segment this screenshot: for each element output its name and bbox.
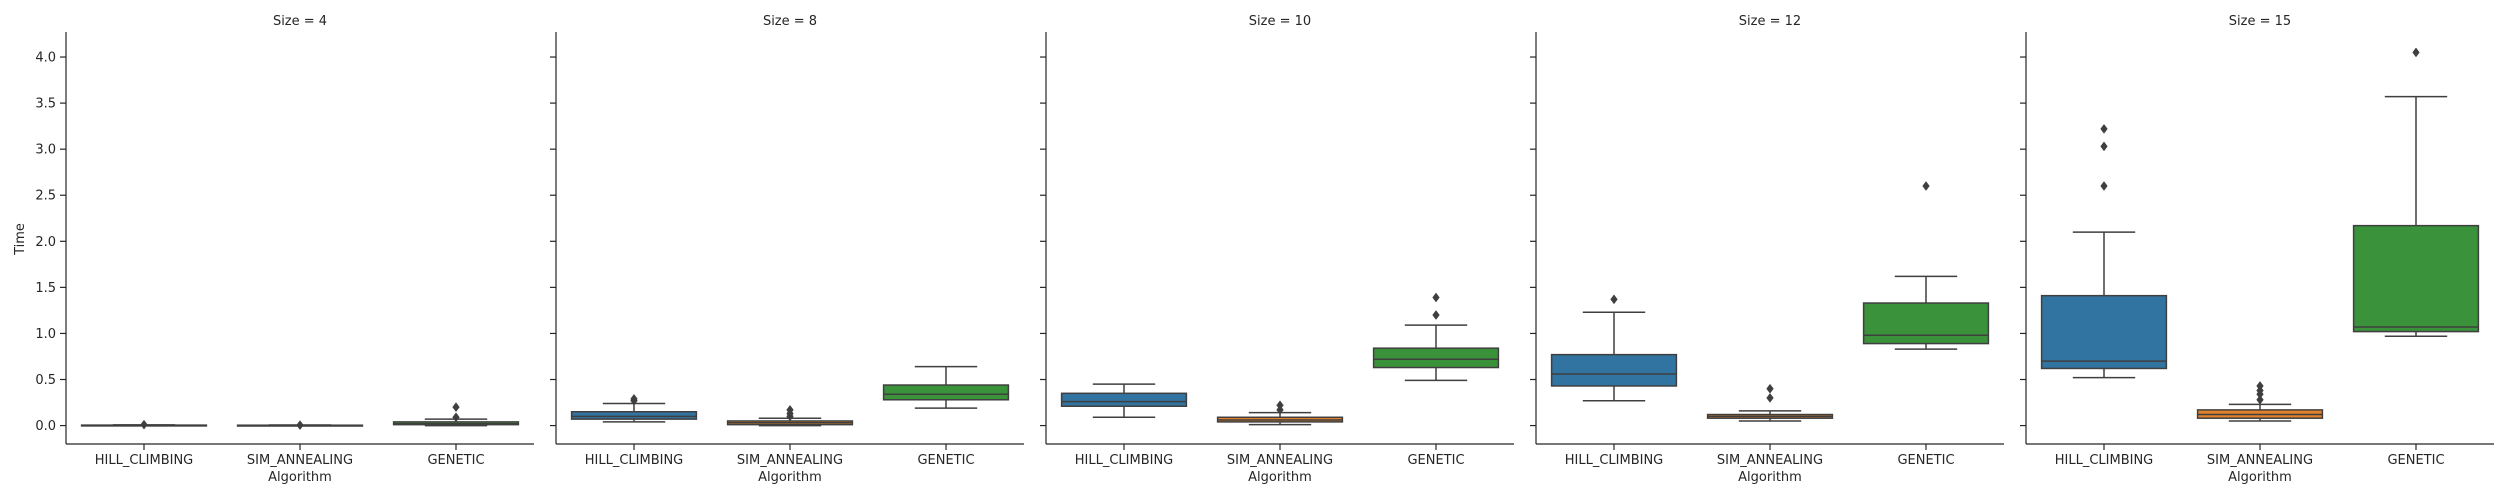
panel-title: Size = 8 [763, 14, 817, 29]
x-axis-label: Algorithm [1738, 470, 1802, 485]
x-tick-label: GENETIC [427, 453, 484, 468]
outlier-point [1432, 292, 1440, 303]
outlier-point [1276, 400, 1284, 411]
x-tick-label: GENETIC [2387, 453, 2444, 468]
panel-title: Size = 10 [1249, 14, 1311, 29]
x-tick-label: SIM_ANNEALING [737, 453, 843, 468]
x-axis-label: Algorithm [2228, 470, 2292, 485]
outlier-point [2256, 381, 2264, 391]
box [2040, 294, 2168, 370]
outlier-point [452, 412, 460, 423]
y-tick-label: 0.0 [35, 419, 56, 434]
x-axis-label: Algorithm [1248, 470, 1312, 485]
outlier-point [2100, 141, 2108, 152]
x-tick-label: HILL_CLIMBING [585, 453, 684, 468]
outlier-point [2100, 181, 2108, 191]
outlier-point [786, 404, 794, 415]
x-axis-label: Algorithm [758, 470, 822, 485]
y-tick-label: 0.5 [35, 373, 56, 388]
box [1372, 347, 1500, 369]
outlier-point [1922, 181, 1930, 191]
y-tick-label: 3.0 [35, 143, 56, 158]
box [2352, 224, 2480, 333]
x-tick-label: GENETIC [1897, 453, 1954, 468]
y-tick-label: 1.5 [35, 281, 56, 296]
y-tick-label: 3.5 [35, 97, 56, 112]
x-axis-label: Algorithm [268, 470, 332, 485]
box [1060, 392, 1188, 407]
outlier-point [1766, 383, 1774, 394]
x-tick-label: HILL_CLIMBING [1075, 453, 1174, 468]
outlier-point [1610, 294, 1618, 305]
x-tick-label: GENETIC [1407, 453, 1464, 468]
panel-title: Size = 15 [2229, 14, 2291, 29]
y-tick-label: 2.0 [35, 235, 56, 250]
box [570, 411, 698, 420]
box [1862, 302, 1990, 345]
x-tick-label: SIM_ANNEALING [1227, 453, 1333, 468]
outlier-point [2256, 394, 2264, 405]
outlier-point [630, 393, 638, 404]
outlier-point [296, 420, 304, 431]
box [1550, 353, 1678, 387]
box [882, 384, 1010, 401]
x-tick-label: SIM_ANNEALING [247, 453, 353, 468]
panel-title: Size = 12 [1739, 14, 1801, 29]
y-axis-label: Time [13, 223, 28, 256]
panel-title: Size = 4 [273, 14, 327, 29]
x-tick-label: GENETIC [917, 453, 974, 468]
y-tick-label: 4.0 [35, 51, 56, 66]
x-tick-label: SIM_ANNEALING [2207, 453, 2313, 468]
outlier-point [2100, 123, 2108, 134]
x-tick-label: HILL_CLIMBING [95, 453, 194, 468]
x-tick-label: SIM_ANNEALING [1717, 453, 1823, 468]
outlier-point [452, 402, 460, 413]
outlier-point [1766, 393, 1774, 403]
x-tick-label: HILL_CLIMBING [2055, 453, 2154, 468]
y-tick-label: 1.0 [35, 327, 56, 342]
outlier-point [1432, 310, 1440, 320]
outlier-point [2412, 47, 2420, 58]
outlier-point [140, 419, 148, 430]
y-tick-label: 2.5 [35, 189, 56, 204]
x-tick-label: HILL_CLIMBING [1565, 453, 1664, 468]
